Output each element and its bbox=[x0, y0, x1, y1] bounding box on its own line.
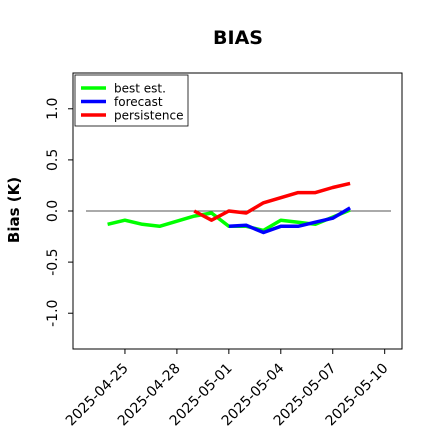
y-tick-label: 0.0 bbox=[45, 200, 61, 222]
legend-entry-label: best est. bbox=[114, 82, 166, 96]
chart-title: BIAS bbox=[213, 27, 263, 49]
plot-area: -1.0 -0.5 0.0 0.5 1.0 2025-04-252025-04-2820… bbox=[45, 72, 403, 429]
y-tick-label: 1.0 bbox=[45, 98, 61, 120]
series-line-forecast bbox=[228, 206, 351, 235]
x-axis-ticks: 2025-04-252025-04-282025-05-012025-05-04… bbox=[63, 349, 392, 429]
series-layer bbox=[107, 181, 351, 235]
series-line-best-est bbox=[107, 208, 351, 233]
series-line-persistence bbox=[193, 181, 351, 222]
legend-entry-label: forecast bbox=[114, 95, 163, 109]
y-tick-label: 0.5 bbox=[45, 149, 61, 171]
y-axis-label: Bias (K) bbox=[5, 177, 23, 243]
y-tick-label: -1.0 bbox=[45, 300, 61, 327]
legend-entry-label: persistence bbox=[114, 109, 183, 123]
y-tick-label: -0.5 bbox=[45, 248, 61, 275]
y-axis-ticks: -1.0 -0.5 0.0 0.5 1.0 bbox=[45, 98, 73, 327]
